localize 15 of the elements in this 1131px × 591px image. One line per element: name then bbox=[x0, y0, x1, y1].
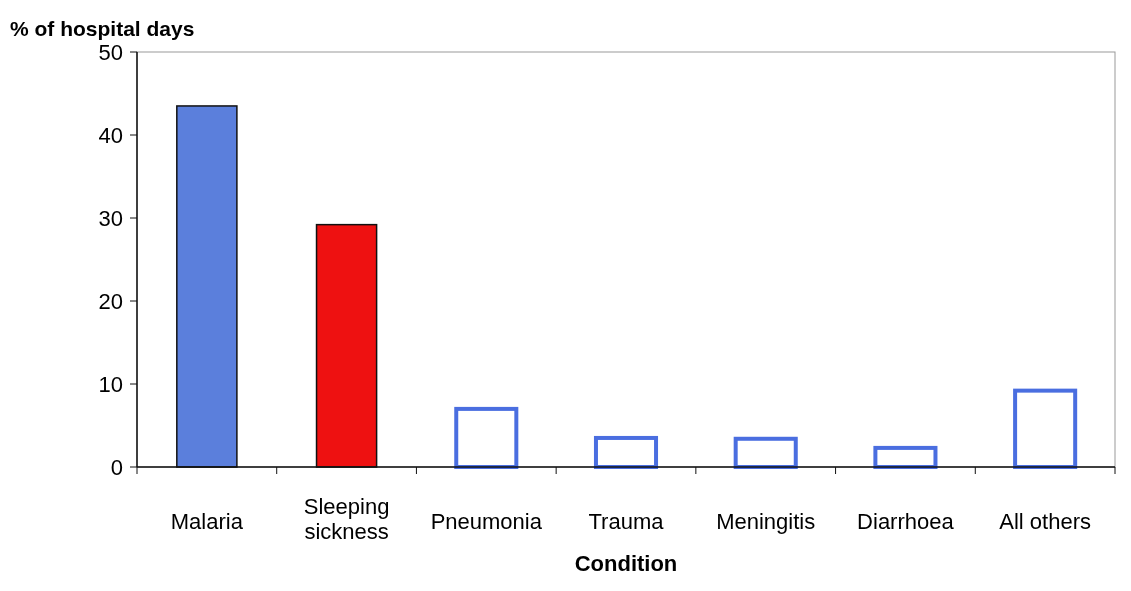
y-tick-label: 40 bbox=[98, 122, 123, 148]
x-axis-title: Condition bbox=[574, 551, 678, 576]
x-tick-label: Meningitis bbox=[716, 509, 816, 534]
y-axis-title: % of hospital days bbox=[10, 17, 195, 40]
y-tick-label: 20 bbox=[98, 288, 123, 314]
x-tick-label: All others bbox=[999, 509, 1091, 534]
x-tick-label: Sleeping sickness bbox=[303, 494, 390, 544]
x-tick-label: Pneumonia bbox=[430, 509, 543, 534]
x-tick-label: Trauma bbox=[588, 509, 665, 534]
y-tick-label: 30 bbox=[98, 205, 123, 231]
y-tick-label: 50 bbox=[98, 39, 123, 65]
x-tick-label: Diarrhoea bbox=[857, 509, 955, 534]
x-tick-label: Malaria bbox=[170, 509, 244, 534]
y-tick-label: 10 bbox=[98, 371, 123, 397]
y-tick-label: 0 bbox=[110, 454, 123, 480]
